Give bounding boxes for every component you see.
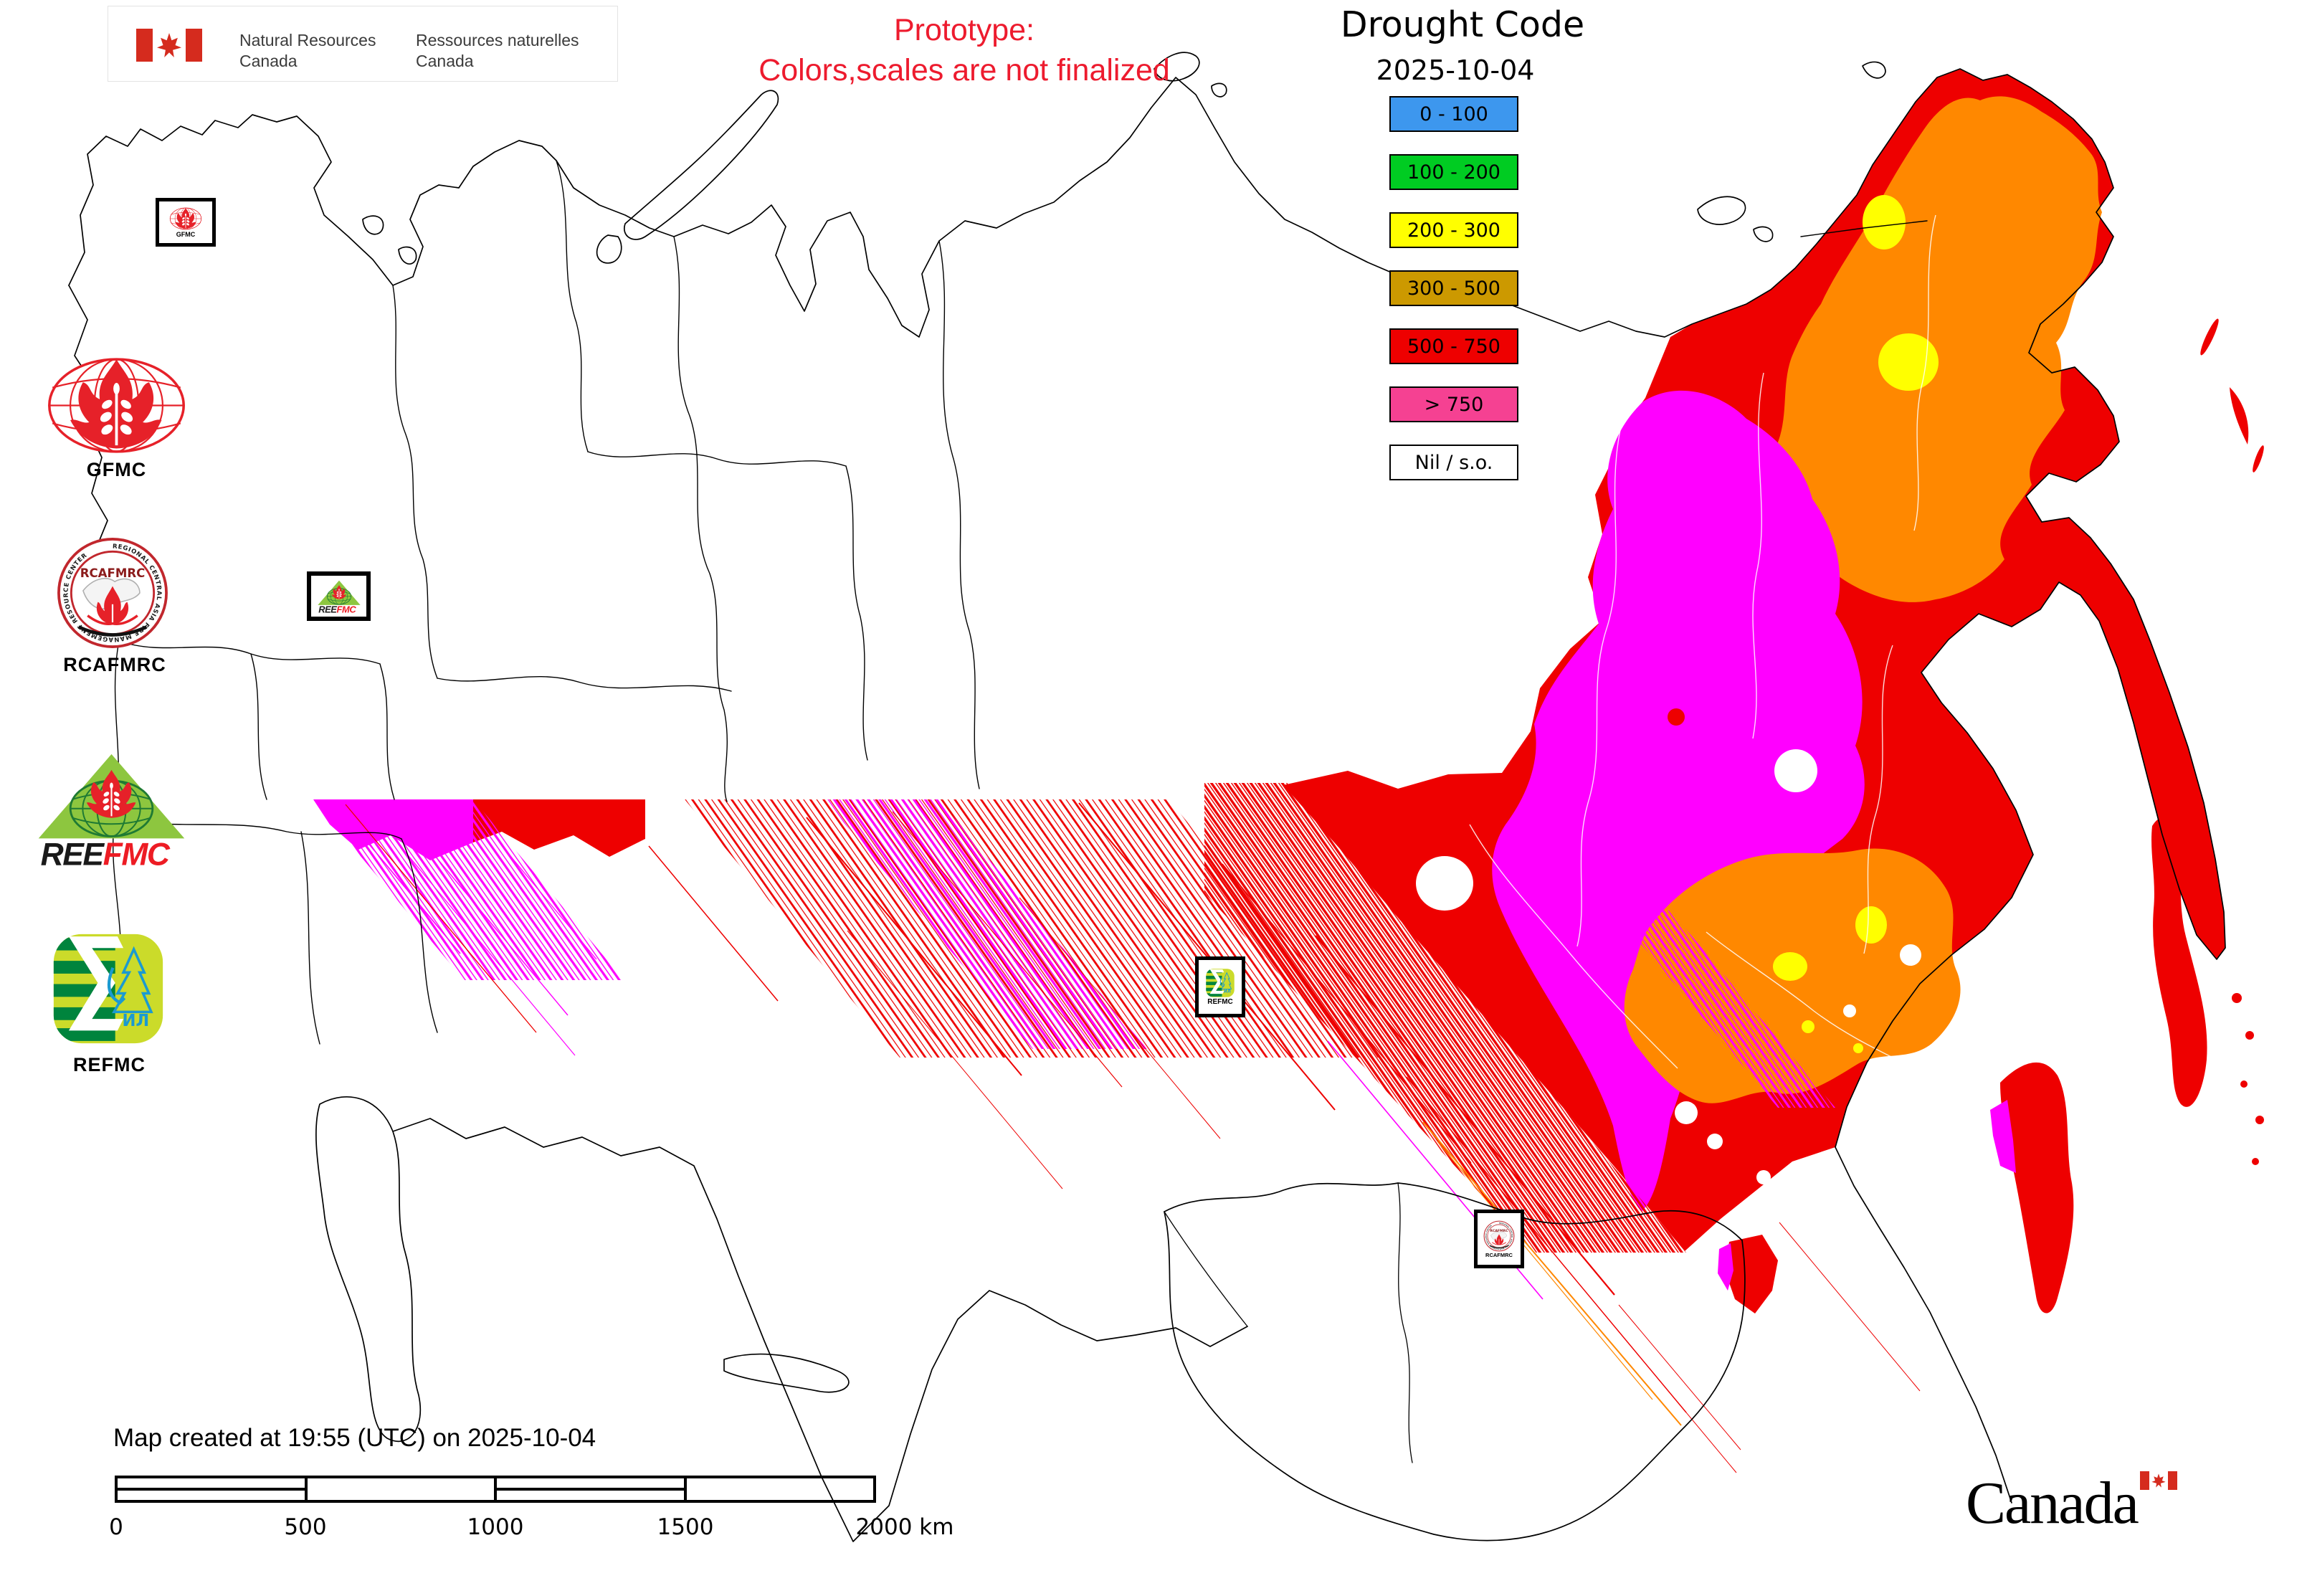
island-red xyxy=(2240,1080,2248,1088)
mongolia-north xyxy=(1164,1182,1743,1241)
coastlines-borders xyxy=(68,52,2226,1542)
reefmc-mini-logo xyxy=(316,579,362,614)
hole-nil xyxy=(1900,944,1921,966)
legend-item: 300 - 500 xyxy=(1389,270,1518,306)
canada-wordmark-flag-icon xyxy=(2140,1471,2177,1490)
prototype-notice: Prototype: Colors,scales are not finaliz… xyxy=(624,10,1305,90)
streak-zone-magenta xyxy=(313,799,624,980)
scale-bar-segment xyxy=(118,1478,305,1500)
canada-flag-icon xyxy=(136,29,202,62)
hole-nil xyxy=(1675,1101,1698,1124)
legend-item-label: 100 - 200 xyxy=(1407,161,1500,184)
drought-regions xyxy=(1283,69,2264,1314)
gfmc-marker-label: GFMC xyxy=(176,231,196,238)
canada-wordmark: Canada xyxy=(1966,1468,2267,1554)
island-red xyxy=(2252,1158,2259,1165)
spot-yellow xyxy=(1773,952,1807,981)
legend-item-label: 0 - 100 xyxy=(1419,103,1488,125)
hole-nil xyxy=(1843,1004,1856,1017)
spot-yellow xyxy=(1878,333,1939,391)
rcafmrc-marker-label: RCAFMRC xyxy=(1485,1251,1513,1258)
hole-nil xyxy=(1774,749,1817,792)
streak-zone-magenta3 xyxy=(1613,911,1835,1108)
legend-item: 200 - 300 xyxy=(1389,212,1518,248)
prototype-notice-line2: Colors,scales are not finalized xyxy=(758,53,1170,87)
region-red-primorye xyxy=(2000,1062,2074,1314)
refmc-marker-label: REFMC xyxy=(1207,998,1233,1006)
scale-bar-segment xyxy=(304,1478,495,1500)
legend-item-label: 500 - 750 xyxy=(1407,335,1500,358)
legend-date: 2025-10-04 xyxy=(1376,54,1535,86)
scale-label-1500: 1500 xyxy=(657,1514,714,1540)
gfmc-logo xyxy=(43,353,190,458)
dept-name-en: Natural Resources Canada xyxy=(239,31,376,70)
rcafmrc-label: RCAFMRC xyxy=(63,654,166,675)
legend-item-label: > 750 xyxy=(1424,393,1484,416)
refmc-label: REFMC xyxy=(73,1054,146,1075)
island-red xyxy=(2200,318,2219,356)
legend-item-label: Nil / s.o. xyxy=(1414,451,1493,474)
hole-nil xyxy=(1416,856,1473,911)
hole-nil xyxy=(1707,1134,1723,1149)
map-created-text: Map created at 19:55 (UTC) on 2025-10-04 xyxy=(113,1424,596,1452)
streak-zone-dense xyxy=(1204,783,1686,1253)
rcafmrc-mini-logo xyxy=(1483,1220,1515,1252)
scale-label-500: 500 xyxy=(284,1514,327,1540)
legend-item: 100 - 200 xyxy=(1389,154,1518,190)
streak-zone-magenta2 xyxy=(824,799,1147,1049)
reefmc-logo xyxy=(34,750,189,868)
island-red xyxy=(2232,993,2242,1003)
rcafmrc-map-marker: RCAFMRC xyxy=(1474,1210,1524,1268)
spot-yellow xyxy=(1853,1043,1863,1053)
hole-nil xyxy=(1756,1170,1771,1184)
dept-name-fr: Ressources naturelles Canada xyxy=(416,31,579,70)
scale-bar xyxy=(115,1476,876,1503)
legend-item: 500 - 750 xyxy=(1389,328,1518,364)
region-orange-chukotka xyxy=(1777,96,2102,602)
legend-item-label: 300 - 500 xyxy=(1407,277,1500,300)
canada-wordmark-text: Canada xyxy=(1966,1470,2139,1536)
rcafmrc-logo xyxy=(56,536,169,650)
scale-bar-segment xyxy=(494,1478,684,1500)
refmc-logo xyxy=(50,931,166,1047)
scale-label-0: 0 xyxy=(109,1514,123,1540)
mainland-coastline xyxy=(68,68,2226,1504)
legend: 0 - 100 100 - 200 200 - 300 300 - 500 50… xyxy=(1389,96,1518,503)
scale-bar-segment xyxy=(683,1478,874,1500)
island-red xyxy=(2230,387,2249,445)
streak-lines xyxy=(338,802,1921,1473)
scale-label-2000: 2000 km xyxy=(855,1514,954,1540)
gfmc-map-marker: GFMC xyxy=(156,198,216,247)
gfmc-mini-logo xyxy=(166,206,206,231)
legend-item: > 750 xyxy=(1389,386,1518,422)
spot-yellow xyxy=(1855,906,1887,944)
spot-yellow xyxy=(1802,1020,1815,1033)
legend-title: Drought Code xyxy=(1340,4,1585,45)
blob-red-south xyxy=(1725,1235,1778,1314)
refmc-map-marker: REFMC xyxy=(1195,956,1245,1017)
region-magenta-yakutia xyxy=(1492,390,1865,1212)
legend-item-label: 200 - 300 xyxy=(1407,219,1500,242)
blob-red xyxy=(1668,708,1685,726)
region-magenta-sliver xyxy=(1990,1100,2016,1173)
refmc-mini-logo xyxy=(1205,968,1235,998)
region-red-sakhalin xyxy=(2151,817,2207,1107)
reefmc-map-marker xyxy=(307,571,371,621)
river-texture xyxy=(1469,214,1936,1069)
internal-borders xyxy=(112,160,1928,1045)
island-red xyxy=(2253,445,2264,472)
spot-yellow xyxy=(1863,195,1906,250)
scale-label-1000: 1000 xyxy=(467,1514,524,1540)
legend-item: 0 - 100 xyxy=(1389,96,1518,132)
gfmc-label: GFMC xyxy=(86,459,147,480)
legend-item: Nil / s.o. xyxy=(1389,445,1518,480)
prototype-notice-line1: Prototype: xyxy=(894,13,1035,47)
island-red xyxy=(2255,1116,2264,1124)
blob-magenta-edge xyxy=(1718,1243,1733,1291)
mongolia-south xyxy=(1164,1211,1746,1542)
streak-solid-red xyxy=(473,799,645,857)
island-red xyxy=(2245,1031,2254,1040)
